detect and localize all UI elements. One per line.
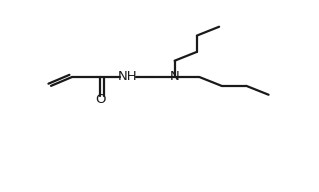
Text: O: O xyxy=(95,94,106,106)
Text: N: N xyxy=(170,70,180,83)
Text: NH: NH xyxy=(118,70,137,83)
